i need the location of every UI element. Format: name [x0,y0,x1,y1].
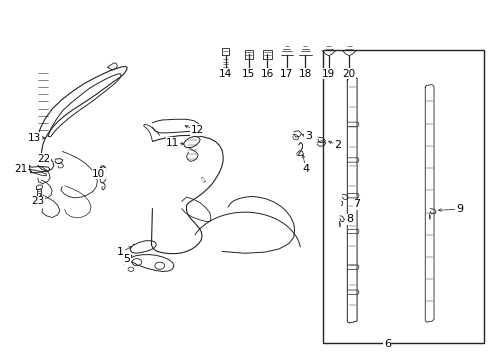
Text: 7: 7 [353,199,361,209]
Text: ⌒: ⌒ [201,177,206,183]
Text: 14: 14 [219,68,232,78]
Text: 5: 5 [123,253,131,264]
Text: 18: 18 [299,68,312,78]
Text: 21: 21 [14,164,27,174]
Text: 10: 10 [92,168,105,179]
Text: 17: 17 [280,68,294,78]
Text: 16: 16 [261,68,274,78]
Text: 22: 22 [38,154,51,163]
Text: 19: 19 [322,68,336,78]
Text: 2: 2 [334,140,341,150]
Text: 3: 3 [305,131,312,141]
Text: 6: 6 [384,339,391,349]
Text: 9: 9 [456,204,463,214]
Text: 1: 1 [117,247,124,257]
Text: 20: 20 [343,68,356,78]
Text: 12: 12 [191,125,204,135]
Text: 15: 15 [242,68,255,78]
Text: 23: 23 [31,197,44,206]
Text: 8: 8 [346,214,353,224]
Text: 13: 13 [28,133,41,143]
Bar [323,50,484,342]
Text: 4: 4 [302,163,310,174]
Text: 11: 11 [166,138,179,148]
